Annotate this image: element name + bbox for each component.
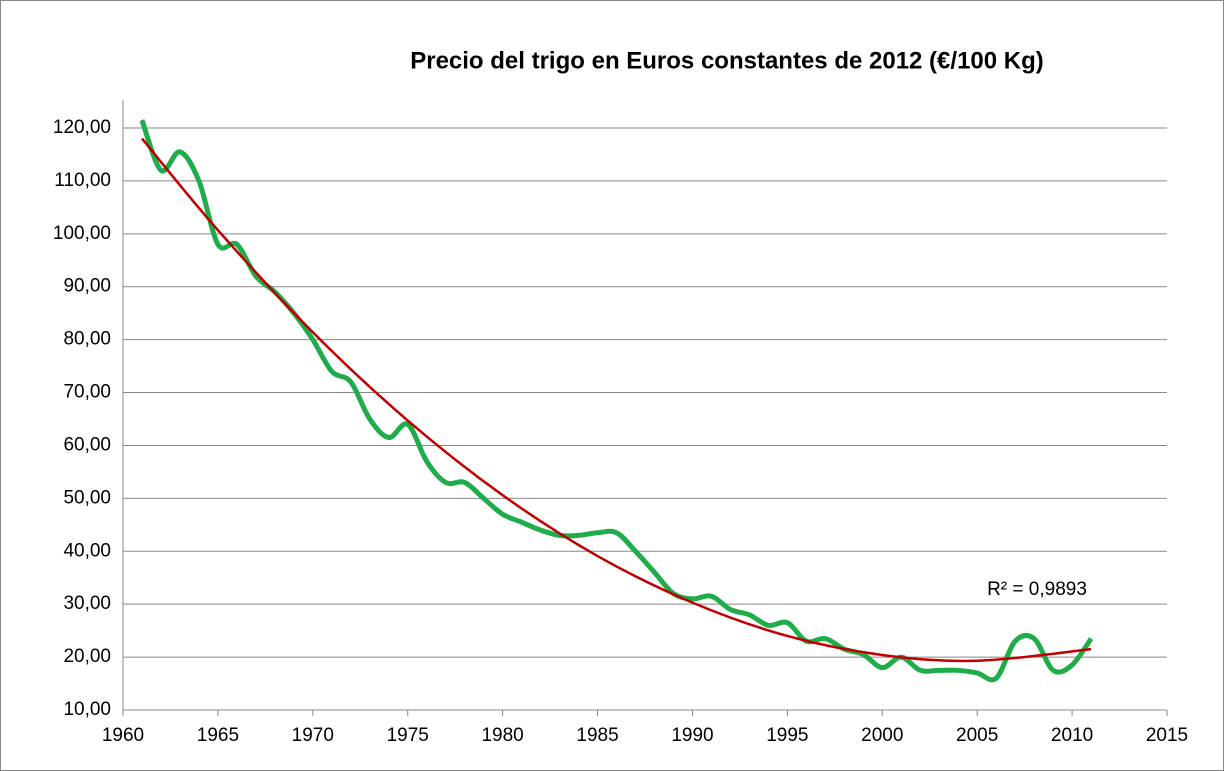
y-tick-label: 110,00 xyxy=(54,170,111,191)
x-tick-label: 2005 xyxy=(956,725,998,746)
x-tick-label: 2015 xyxy=(1146,725,1188,746)
x-tick-label: 1980 xyxy=(481,725,523,746)
chart-title: Precio del trigo en Euros constantes de … xyxy=(410,47,1044,74)
x-tick-label: 1965 xyxy=(197,725,239,746)
series-line xyxy=(141,137,1092,663)
y-tick-label: 100,00 xyxy=(53,223,111,244)
y-tick-label: 30,00 xyxy=(63,593,111,614)
x-tick-label: 1990 xyxy=(671,725,713,746)
x-tick-label: 1970 xyxy=(292,725,334,746)
y-tick-label: 120,00 xyxy=(53,117,111,138)
x-tick-label: 2010 xyxy=(1051,725,1093,746)
x-tick-label: 1995 xyxy=(766,725,808,746)
y-tick-label: 10,00 xyxy=(63,699,111,720)
x-tick-label: 1985 xyxy=(576,725,618,746)
y-tick-label: 40,00 xyxy=(63,540,111,561)
y-tick-label: 70,00 xyxy=(63,382,111,403)
annotation: R² = 0,9893 xyxy=(987,579,1087,600)
x-tick-label: 2000 xyxy=(861,725,903,746)
y-tick-label: 80,00 xyxy=(63,329,111,350)
y-tick-label: 20,00 xyxy=(63,646,111,667)
x-tick-label: 1975 xyxy=(387,725,429,746)
x-tick-label: 1960 xyxy=(102,725,144,746)
y-tick-label: 90,00 xyxy=(63,276,111,297)
y-tick-label: 50,00 xyxy=(63,487,111,508)
y-tick-label: 60,00 xyxy=(63,434,111,455)
